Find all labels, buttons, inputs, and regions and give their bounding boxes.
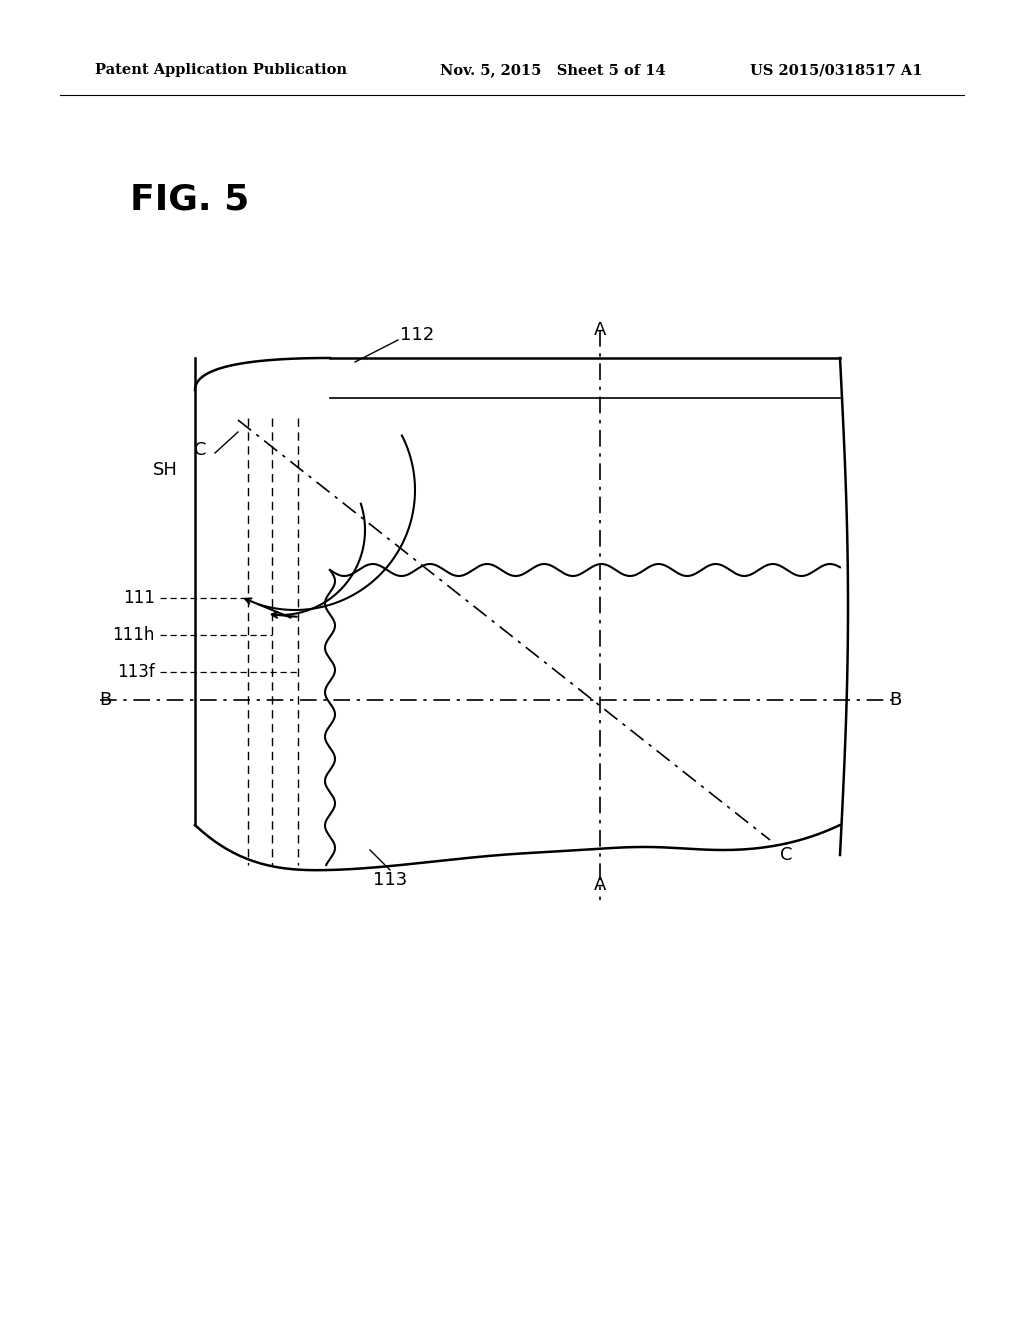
- Text: US 2015/0318517 A1: US 2015/0318517 A1: [750, 63, 923, 77]
- Text: SH: SH: [153, 461, 177, 479]
- Text: Patent Application Publication: Patent Application Publication: [95, 63, 347, 77]
- Text: 112: 112: [400, 326, 434, 345]
- Text: 111: 111: [123, 589, 155, 607]
- Text: C: C: [194, 441, 206, 459]
- Text: 111h: 111h: [113, 626, 155, 644]
- Text: B: B: [889, 690, 901, 709]
- Text: 113: 113: [373, 871, 408, 888]
- Text: 113f: 113f: [118, 663, 155, 681]
- Text: FIG. 5: FIG. 5: [130, 183, 249, 216]
- Text: A: A: [594, 321, 606, 339]
- Text: B: B: [99, 690, 112, 709]
- Text: A: A: [594, 876, 606, 894]
- Text: Nov. 5, 2015   Sheet 5 of 14: Nov. 5, 2015 Sheet 5 of 14: [440, 63, 666, 77]
- Text: C: C: [780, 846, 793, 865]
